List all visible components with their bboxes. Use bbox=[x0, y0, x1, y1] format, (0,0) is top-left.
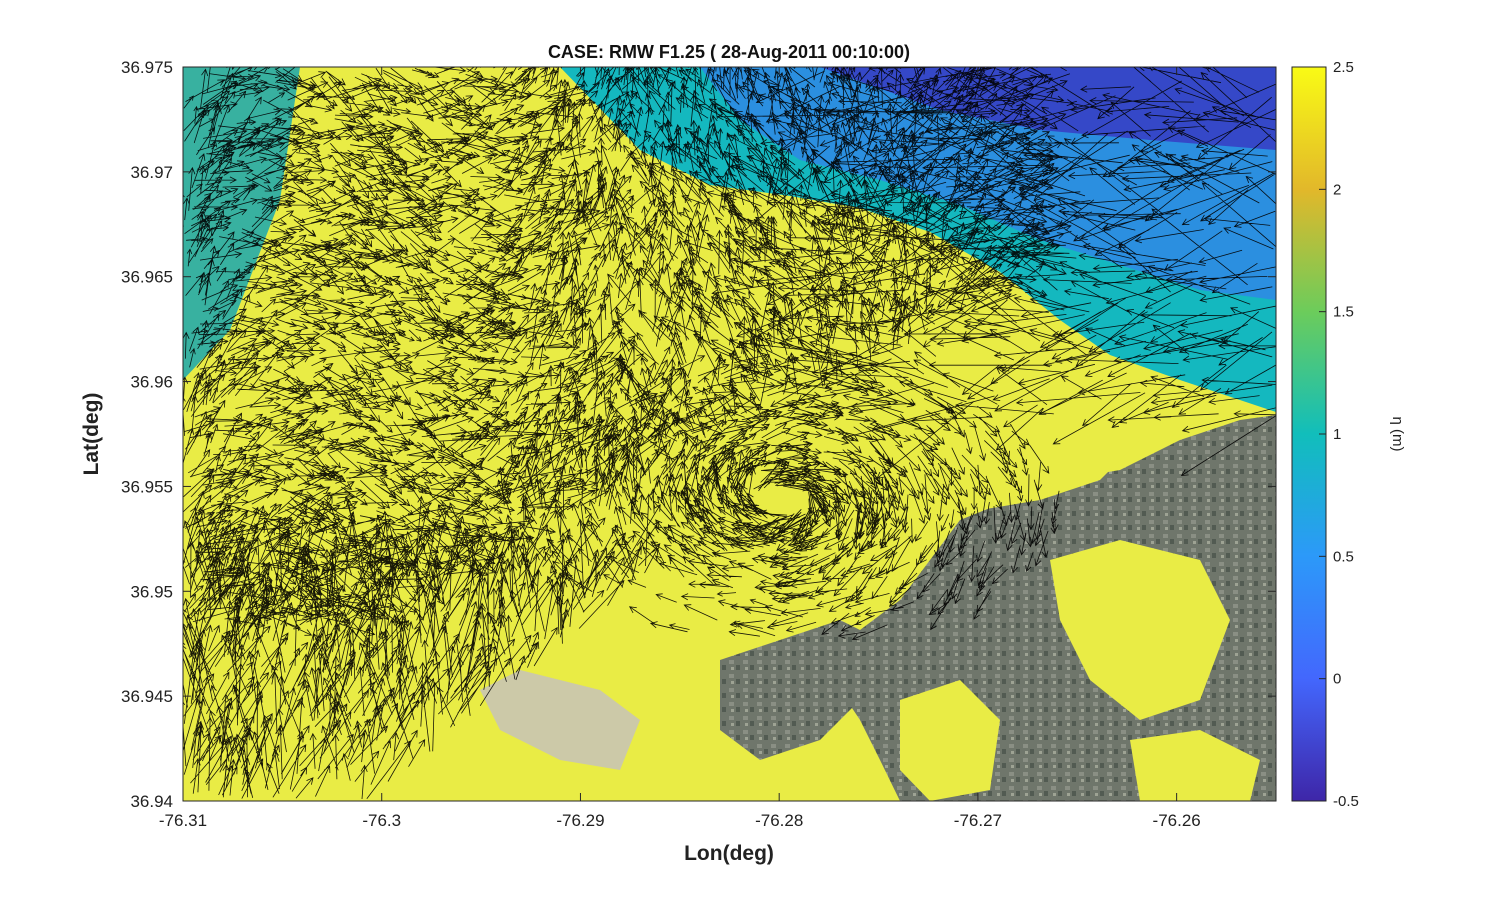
plot-area bbox=[183, 67, 1276, 801]
sand-patch bbox=[480, 670, 640, 770]
quiver-arrow bbox=[183, 67, 1276, 800]
x-tick-label: -76.3 bbox=[362, 811, 401, 830]
y-axis-title: Lat(deg) bbox=[80, 393, 103, 476]
x-axis-title: Lon(deg) bbox=[684, 842, 774, 865]
y-tick-label: 36.97 bbox=[130, 163, 173, 182]
x-tick-label: -76.29 bbox=[556, 811, 604, 830]
colorbar-tick-label: 1 bbox=[1333, 426, 1341, 443]
colorbar-tick-label: -0.5 bbox=[1333, 793, 1359, 810]
x-tick-label: -76.27 bbox=[954, 811, 1002, 830]
x-tick-label: -76.26 bbox=[1153, 811, 1201, 830]
flooded-area bbox=[900, 680, 1000, 801]
chart-title: CASE: RMW F1.25 ( 28-Aug-2011 00:10:00) bbox=[548, 42, 910, 62]
y-tick-label: 36.96 bbox=[130, 373, 173, 392]
colorbar-tick-label: 2 bbox=[1333, 181, 1341, 198]
colorbar-label: η (m) bbox=[1389, 417, 1406, 452]
colorbar-tick-label: 2.5 bbox=[1333, 59, 1354, 76]
y-tick-label: 36.95 bbox=[130, 582, 173, 601]
land-satellite-patch bbox=[720, 620, 880, 760]
y-tick-label: 36.945 bbox=[121, 687, 173, 706]
colorbar-tick-label: 0.5 bbox=[1333, 548, 1354, 565]
x-axis: -76.31 -76.3 -76.29 -76.28 -76.27 -76.26 bbox=[159, 67, 1201, 830]
colorbar-tick-label: 0 bbox=[1333, 671, 1341, 688]
x-tick-label: -76.28 bbox=[755, 811, 803, 830]
y-axis: 36.94 36.945 36.95 36.955 36.96 36.965 36.97 36… bbox=[121, 58, 1276, 811]
colorbar-ticks: -0.5 0 0.5 1 1.5 2 2.5 bbox=[1319, 59, 1359, 810]
flooded-area bbox=[960, 395, 1140, 510]
y-tick-label: 36.955 bbox=[121, 477, 173, 496]
x-tick-label: -76.31 bbox=[159, 811, 207, 830]
y-tick-label: 36.975 bbox=[121, 58, 173, 77]
plot-frame bbox=[182, 66, 1277, 802]
y-tick-label: 36.94 bbox=[130, 792, 173, 811]
colorbar-tick-label: 1.5 bbox=[1333, 304, 1354, 321]
flooded-area bbox=[1130, 730, 1260, 801]
y-tick-label: 36.965 bbox=[121, 268, 173, 287]
velocity-quiver-arrows bbox=[183, 67, 1276, 800]
flooded-area bbox=[1050, 540, 1230, 720]
